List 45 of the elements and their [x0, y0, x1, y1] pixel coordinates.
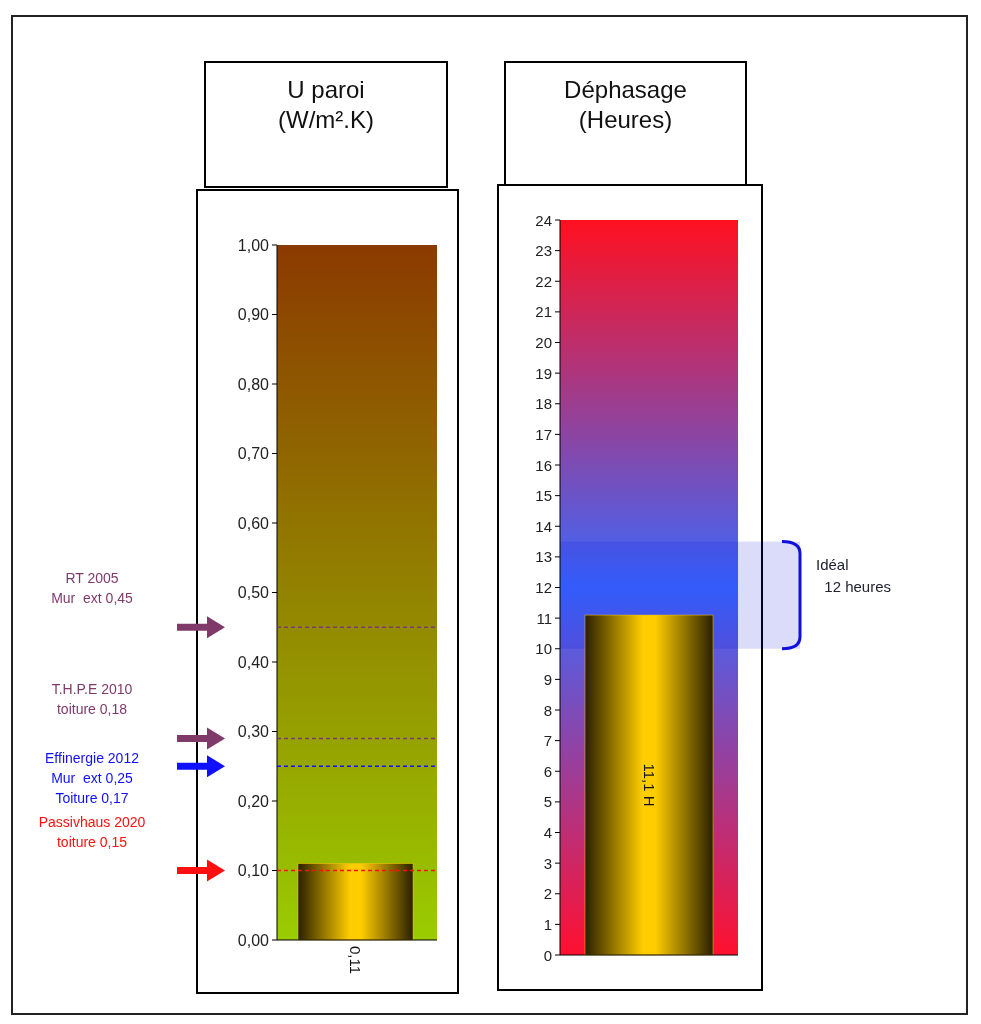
- chart-title: U paroi (W/m².K): [278, 76, 374, 133]
- y-tick-label: 3: [543, 854, 552, 872]
- band-label: Idéal 12 heures: [816, 555, 892, 595]
- y-tick-label: 0,40: [237, 653, 270, 671]
- y-tick-label: 22: [535, 272, 552, 290]
- y-tick-label: 21: [535, 303, 552, 321]
- y-tick-label: 19: [535, 364, 552, 382]
- y-tick-label: 12: [535, 579, 552, 596]
- y-tick-label: 23: [535, 242, 552, 260]
- y-tick-label: 1,00: [237, 236, 270, 254]
- y-tick-label: 11: [536, 609, 552, 627]
- y-tick-label: 15: [535, 487, 552, 505]
- y-tick-label: 14: [535, 517, 552, 535]
- ref-line-label: Passivhaus 2020 toiture 0,15: [38, 813, 146, 850]
- data-label: 0,11: [347, 946, 364, 975]
- y-tick-label: 24: [535, 211, 552, 229]
- data-label: 11,1 H: [640, 763, 658, 807]
- y-tick-label: 0,90: [237, 306, 270, 323]
- y-tick-label: 17: [535, 425, 552, 443]
- y-tick-label: 7: [543, 732, 552, 750]
- y-tick-label: 0,00: [237, 931, 270, 949]
- y-tick-label: 2: [543, 885, 552, 903]
- y-tick-label: 0,10: [237, 862, 270, 879]
- y-tick-label: 0,50: [237, 584, 270, 601]
- y-tick-label: 8: [543, 701, 552, 719]
- ref-line-label: RT 2005 Mur ext 0,45: [51, 570, 134, 607]
- y-tick-label: 1: [543, 915, 552, 933]
- y-tick-label: 0,70: [237, 445, 270, 462]
- y-tick-label: 0: [543, 946, 552, 964]
- y-tick-label: 0,60: [237, 514, 270, 532]
- y-tick-label: 5: [543, 793, 552, 811]
- y-tick-label: 6: [543, 762, 552, 780]
- y-tick-label: 0,30: [237, 723, 270, 740]
- y-tick-label: 0,80: [237, 375, 270, 393]
- ref-line-label: Effinergie 2012 Mur ext 0,25 Toiture 0,17: [45, 750, 140, 807]
- chart-title: Déphasage (Heures): [564, 76, 687, 133]
- ref-line-label: T.H.P.E 2010 toiture 0,18: [51, 681, 133, 718]
- y-tick-label: 0,20: [237, 792, 270, 810]
- y-tick-label: 18: [535, 395, 552, 413]
- y-tick-label: 9: [543, 670, 552, 688]
- y-tick-label: 4: [543, 824, 552, 841]
- y-tick-label: 16: [535, 456, 552, 474]
- y-tick-label: 13: [535, 548, 552, 566]
- y-tick-label: 20: [535, 334, 552, 351]
- y-tick-label: 10: [535, 640, 552, 658]
